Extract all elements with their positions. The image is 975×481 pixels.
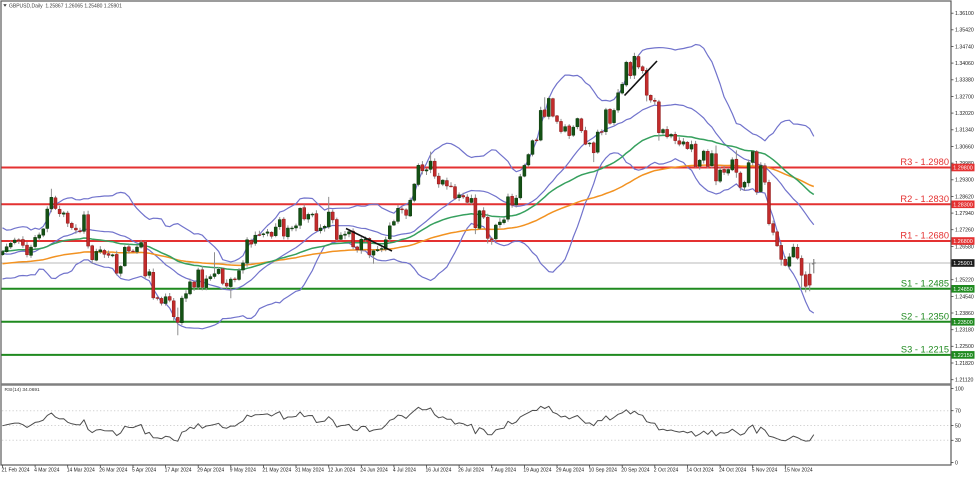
svg-text:2 Oct 2024: 2 Oct 2024 — [654, 468, 679, 474]
svg-text:1.28620: 1.28620 — [955, 194, 974, 200]
svg-text:S3 - 1.2215: S3 - 1.2215 — [901, 344, 949, 354]
svg-text:S2 - 1.2350: S2 - 1.2350 — [901, 311, 949, 321]
svg-text:0: 0 — [955, 460, 958, 466]
svg-text:1.32700: 1.32700 — [955, 94, 974, 100]
svg-text:12 Jun 2024: 12 Jun 2024 — [328, 468, 356, 474]
svg-text:R3 - 1.2980: R3 - 1.2980 — [900, 157, 949, 167]
svg-text:1.34060: 1.34060 — [955, 61, 974, 67]
svg-text:14 Oct 2024: 14 Oct 2024 — [686, 468, 713, 474]
svg-text:16 Jul 2024: 16 Jul 2024 — [426, 468, 452, 474]
svg-text:1.34740: 1.34740 — [955, 44, 974, 50]
svg-text:1.32020: 1.32020 — [955, 111, 974, 117]
svg-text:GBPUSD,Daily 1.25867 1.26065: GBPUSD,Daily 1.25867 1.26065 1.25480 1.2… — [9, 3, 122, 9]
svg-text:50: 50 — [955, 423, 961, 429]
svg-text:1.31340: 1.31340 — [955, 128, 974, 134]
svg-text:1.36100: 1.36100 — [955, 11, 974, 17]
svg-text:10 Sep 2024: 10 Sep 2024 — [589, 468, 618, 474]
svg-text:70: 70 — [955, 409, 961, 415]
svg-text:15 Nov 2024: 15 Nov 2024 — [784, 468, 813, 474]
svg-text:26 Mar 2024: 26 Mar 2024 — [99, 468, 127, 474]
svg-text:1.24540: 1.24540 — [955, 294, 974, 300]
svg-text:9 May 2024: 9 May 2024 — [230, 468, 256, 474]
svg-text:17 Apr 2024: 17 Apr 2024 — [165, 468, 192, 474]
svg-text:1.21120: 1.21120 — [955, 378, 973, 384]
svg-text:7 Aug 2024: 7 Aug 2024 — [491, 468, 517, 474]
svg-text:1.29300: 1.29300 — [955, 178, 974, 184]
svg-text:20 Sep 2024: 20 Sep 2024 — [621, 468, 650, 474]
svg-text:1.26800: 1.26800 — [953, 239, 973, 245]
svg-text:1.23860: 1.23860 — [955, 311, 974, 317]
svg-text:21 Feb 2024: 21 Feb 2024 — [2, 468, 30, 474]
svg-text:5 Apr 2024: 5 Apr 2024 — [132, 468, 156, 474]
svg-text:R1 - 1.2680: R1 - 1.2680 — [900, 231, 949, 241]
svg-text:5 Nov 2024: 5 Nov 2024 — [752, 468, 778, 474]
svg-text:1.33380: 1.33380 — [955, 78, 974, 84]
svg-text:1.29800: 1.29800 — [953, 166, 973, 172]
svg-text:31 May 2024: 31 May 2024 — [295, 468, 324, 474]
svg-text:R2 - 1.2830: R2 - 1.2830 — [900, 194, 949, 204]
svg-text:29 Apr 2024: 29 Apr 2024 — [197, 468, 224, 474]
svg-text:24 Oct 2024: 24 Oct 2024 — [719, 468, 746, 474]
svg-text:100: 100 — [955, 386, 964, 392]
svg-text:1.30660: 1.30660 — [955, 144, 974, 150]
svg-text:26 Jul 2024: 26 Jul 2024 — [458, 468, 484, 474]
svg-text:1.25220: 1.25220 — [955, 278, 974, 284]
svg-text:1.26580: 1.26580 — [955, 244, 974, 250]
svg-text:19 Aug 2024: 19 Aug 2024 — [523, 468, 551, 474]
svg-text:1.22500: 1.22500 — [955, 344, 974, 350]
svg-text:4 Mar 2024: 4 Mar 2024 — [34, 468, 60, 474]
svg-text:4 Jul 2024: 4 Jul 2024 — [393, 468, 416, 474]
svg-text:1.24850: 1.24850 — [953, 287, 973, 293]
svg-text:14 Mar 2024: 14 Mar 2024 — [67, 468, 95, 474]
svg-text:1.28300: 1.28300 — [953, 202, 973, 208]
svg-text:RSI(14) 34.0691: RSI(14) 34.0691 — [5, 387, 41, 393]
svg-text:1.27940: 1.27940 — [955, 211, 974, 217]
svg-text:1.25901: 1.25901 — [953, 261, 973, 267]
svg-text:1.23500: 1.23500 — [953, 320, 973, 326]
svg-text:21 May 2024: 21 May 2024 — [262, 468, 291, 474]
svg-text:29 Aug 2024: 29 Aug 2024 — [556, 468, 584, 474]
svg-text:1.22150: 1.22150 — [953, 353, 973, 359]
svg-text:24 Jun 2024: 24 Jun 2024 — [360, 468, 388, 474]
svg-text:30: 30 — [955, 438, 961, 444]
svg-text:S1 - 1.2485: S1 - 1.2485 — [901, 278, 949, 288]
svg-text:1.21820: 1.21820 — [955, 361, 974, 367]
svg-text:1.27260: 1.27260 — [955, 228, 974, 234]
svg-text:1.23180: 1.23180 — [955, 328, 974, 334]
svg-text:1.35420: 1.35420 — [955, 28, 974, 34]
